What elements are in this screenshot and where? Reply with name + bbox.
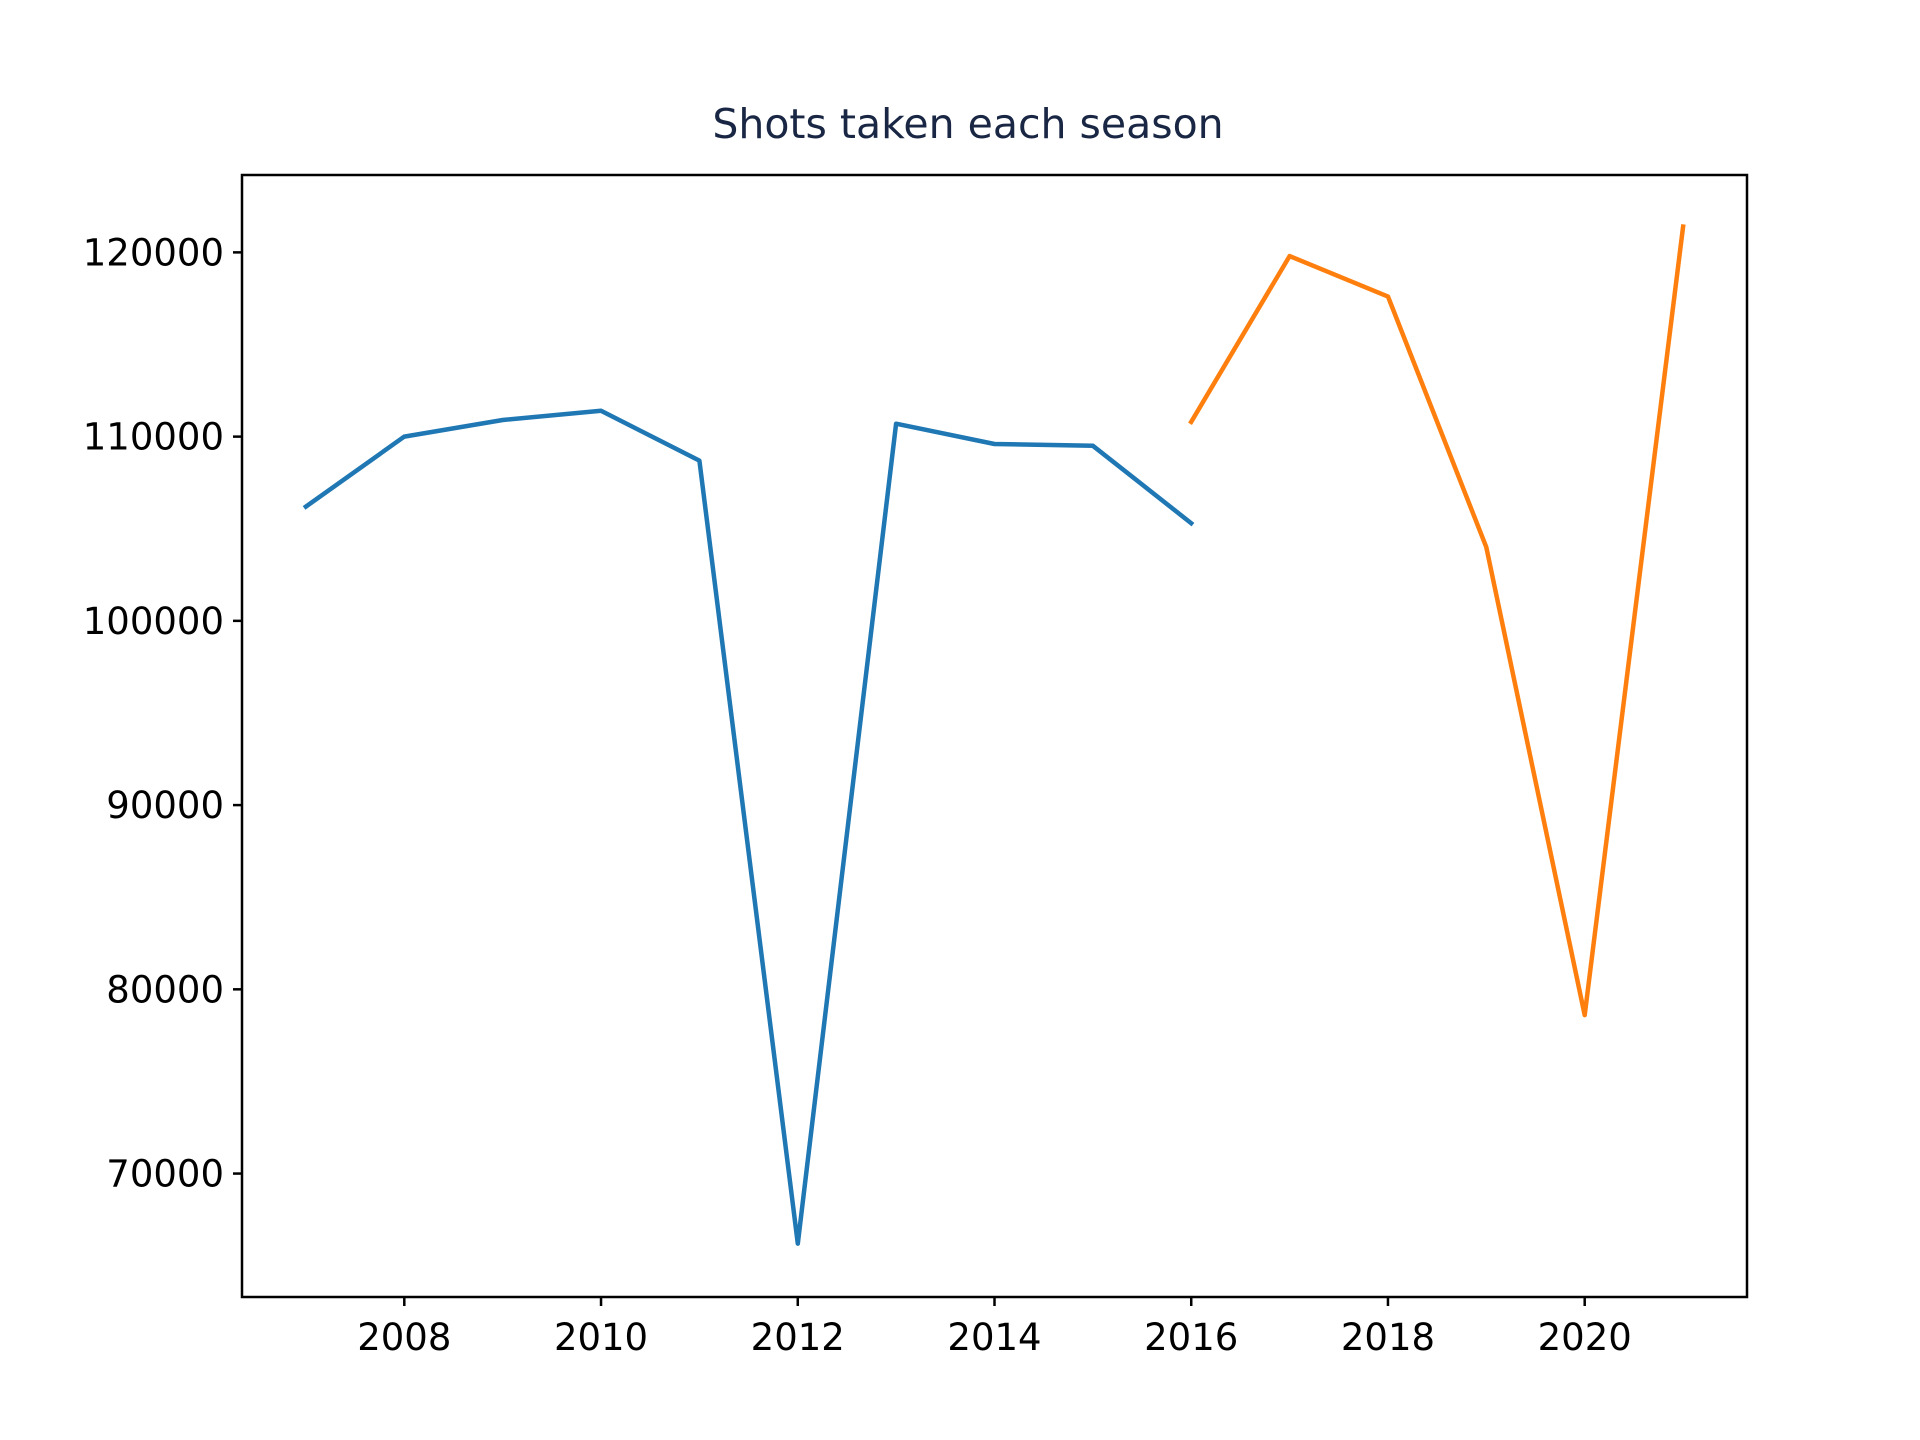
- x-tick-label-2016: 2016: [1144, 1316, 1238, 1359]
- x-axis-ticks: 2008 2010 2012 2014 2016 2018 2020: [357, 1297, 1632, 1359]
- y-tick-label-110000: 110000: [83, 416, 224, 459]
- y-tick-label-120000: 120000: [83, 231, 224, 274]
- series-layer: [302, 224, 1686, 1246]
- y-tick-label-70000: 70000: [106, 1153, 224, 1196]
- y-axis-ticks: 70000 80000 90000 100000 110000 120000: [83, 231, 242, 1196]
- x-tick-label-2020: 2020: [1538, 1316, 1632, 1359]
- series-line-1: [302, 408, 1195, 1246]
- x-tick-label-2008: 2008: [357, 1316, 451, 1359]
- x-tick-label-2014: 2014: [947, 1316, 1041, 1359]
- y-tick-label-90000: 90000: [106, 784, 224, 827]
- x-tick-label-2018: 2018: [1341, 1316, 1435, 1359]
- x-tick-label-2010: 2010: [554, 1316, 648, 1359]
- series-line-2: [1188, 224, 1686, 1018]
- plot-area-frame: [240, 173, 1749, 1299]
- y-tick-label-100000: 100000: [83, 600, 224, 643]
- y-tick-label-80000: 80000: [106, 968, 224, 1011]
- x-tick-label-2012: 2012: [751, 1316, 845, 1359]
- chart-title: Shots taken each season: [712, 100, 1223, 148]
